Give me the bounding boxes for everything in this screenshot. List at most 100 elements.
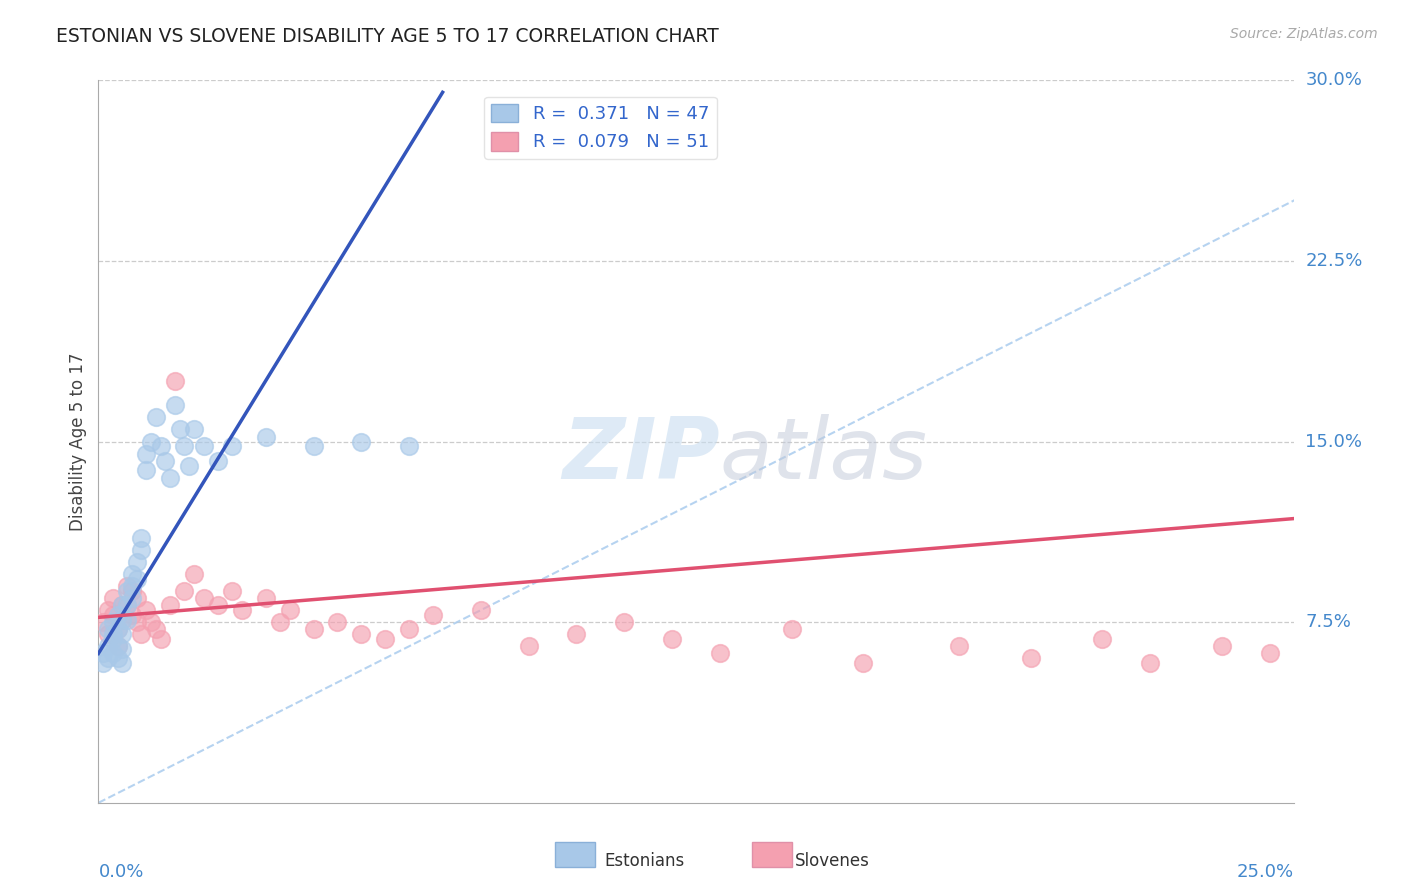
Point [193, 591, 215, 605]
Point [780, 623, 803, 637]
Legend: R =  0.371   N = 47, R =  0.079   N = 51: R = 0.371 N = 47, R = 0.079 N = 51 [484, 96, 717, 159]
Point [97, 639, 120, 653]
Point [131, 531, 153, 545]
Point [149, 439, 172, 453]
Point [107, 623, 129, 637]
Text: atlas: atlas [720, 415, 928, 498]
Point [709, 647, 731, 661]
Point [193, 439, 215, 453]
Point [111, 599, 134, 613]
Point [111, 656, 134, 670]
Point [111, 599, 134, 613]
Point [221, 439, 243, 453]
Point [111, 627, 134, 641]
Point [131, 627, 153, 641]
Point [135, 446, 157, 460]
Point [852, 656, 875, 670]
Point [101, 627, 124, 641]
Point [470, 603, 492, 617]
Point [125, 615, 148, 630]
Text: 15.0%: 15.0% [1306, 433, 1362, 450]
Point [121, 583, 143, 598]
Text: Source: ZipAtlas.com: Source: ZipAtlas.com [1230, 27, 1378, 41]
Point [107, 623, 129, 637]
Point [101, 607, 124, 622]
Point [254, 591, 277, 605]
Point [398, 439, 420, 453]
Point [398, 623, 420, 637]
Point [111, 641, 134, 656]
Point [179, 458, 201, 473]
Point [115, 613, 138, 627]
Point [107, 639, 129, 653]
Point [145, 623, 167, 637]
Point [1139, 656, 1161, 670]
Point [91, 615, 114, 630]
Point [517, 639, 540, 653]
Point [159, 470, 181, 484]
Point [173, 583, 195, 598]
Point [107, 639, 129, 653]
Point [1211, 639, 1233, 653]
Text: Estonians: Estonians [605, 852, 685, 870]
Point [139, 434, 162, 449]
Point [135, 463, 157, 477]
Text: ZIP: ZIP [562, 415, 720, 498]
Point [101, 632, 124, 646]
Text: Slovenes: Slovenes [794, 852, 869, 870]
Y-axis label: Disability Age 5 to 17: Disability Age 5 to 17 [69, 352, 87, 531]
Point [374, 632, 396, 646]
Point [115, 583, 138, 598]
Text: ESTONIAN VS SLOVENE DISABILITY AGE 5 TO 17 CORRELATION CHART: ESTONIAN VS SLOVENE DISABILITY AGE 5 TO … [56, 27, 718, 45]
Point [101, 647, 124, 661]
Point [422, 607, 444, 622]
Point [613, 615, 636, 630]
Point [159, 599, 181, 613]
Point [350, 627, 373, 641]
Point [97, 651, 120, 665]
Point [121, 567, 143, 582]
Point [1091, 632, 1114, 646]
Point [91, 647, 114, 661]
Point [278, 603, 301, 617]
Point [302, 623, 325, 637]
Point [131, 542, 153, 557]
Point [221, 583, 243, 598]
Text: 30.0%: 30.0% [1306, 71, 1362, 89]
Point [173, 439, 195, 453]
Point [145, 410, 167, 425]
Point [111, 613, 134, 627]
Point [121, 591, 143, 605]
Point [125, 572, 148, 586]
Point [183, 567, 205, 582]
Point [207, 599, 229, 613]
Point [107, 651, 129, 665]
Point [139, 615, 162, 630]
Text: 22.5%: 22.5% [1306, 252, 1362, 270]
Point [115, 579, 138, 593]
Point [97, 623, 120, 637]
Point [125, 591, 148, 605]
Point [302, 439, 325, 453]
Point [101, 591, 124, 605]
Point [254, 430, 277, 444]
Point [231, 603, 253, 617]
Point [1019, 651, 1042, 665]
Point [207, 454, 229, 468]
Point [115, 599, 138, 613]
Point [163, 374, 186, 388]
Text: 25.0%: 25.0% [1236, 863, 1294, 881]
Point [121, 607, 143, 622]
Point [326, 615, 349, 630]
Point [121, 579, 143, 593]
Point [149, 632, 172, 646]
Point [1258, 647, 1281, 661]
Point [101, 615, 124, 630]
Point [135, 603, 157, 617]
Text: 0.0%: 0.0% [98, 863, 143, 881]
Point [91, 656, 114, 670]
Point [155, 454, 177, 468]
Point [948, 639, 970, 653]
Point [661, 632, 683, 646]
Point [115, 599, 138, 613]
